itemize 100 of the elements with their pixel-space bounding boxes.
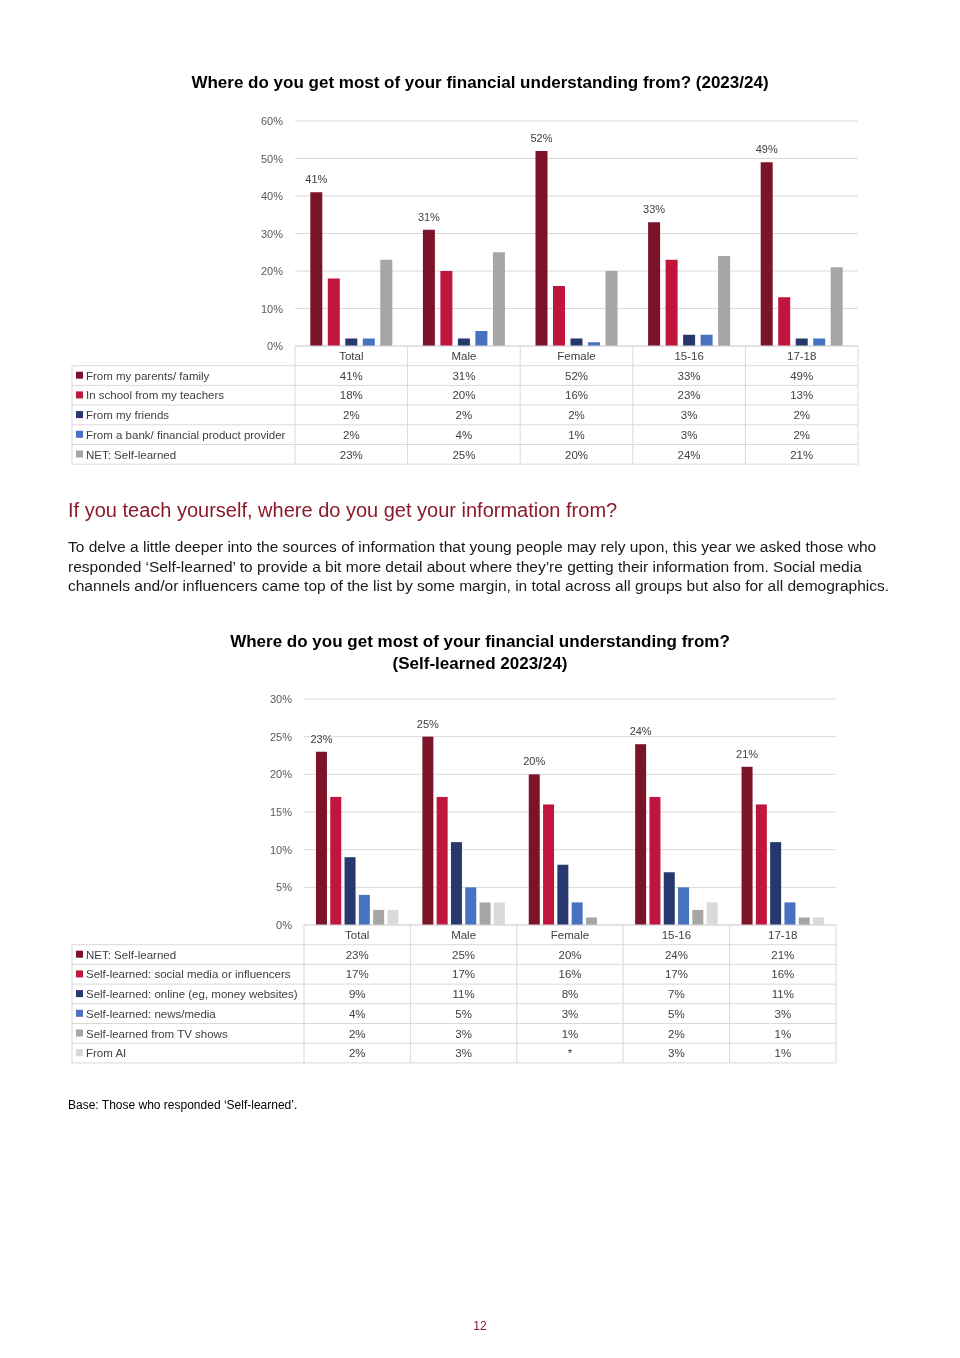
x-tick-label: Total	[345, 929, 370, 941]
data-label: 52%	[564, 369, 589, 382]
data-label: 1%	[561, 1027, 579, 1040]
legend-label: Self-learned: online (eg, money websites)	[86, 988, 298, 1001]
bar	[678, 887, 690, 925]
data-label: 16%	[564, 389, 589, 402]
text: *	[567, 1047, 573, 1060]
data-label: 5%	[668, 1007, 685, 1020]
y-tick-label: 20%	[260, 265, 284, 277]
chart-title: Where do you get most of your financial understanding from? (Self-learned 2023/24)	[230, 632, 730, 673]
bar	[649, 796, 661, 925]
data-label: 23%	[677, 389, 701, 402]
text: 25%	[416, 717, 439, 730]
bar	[310, 192, 323, 346]
bar	[492, 252, 505, 346]
bar	[450, 842, 462, 925]
text: Base: Those who responded ‘Self-learned’.	[68, 1098, 298, 1112]
bar	[755, 804, 767, 925]
data-label: 7%	[668, 988, 685, 1001]
y-tick-label: 40%	[260, 190, 284, 202]
data-label: 2%	[342, 409, 360, 422]
x-tick-label: 15-16	[661, 929, 692, 941]
data-label: 1%	[568, 428, 585, 441]
data-label: 2%	[348, 1047, 366, 1060]
data-label: 4%	[455, 428, 473, 441]
x-tick-label: 17-18	[768, 929, 798, 941]
data-label: 17%	[664, 968, 688, 981]
bar	[571, 902, 583, 925]
data-label: 17%	[345, 968, 369, 981]
data-label: 13%	[790, 389, 814, 402]
data-label: 41%	[339, 369, 363, 382]
data-label: 3%	[774, 1007, 792, 1020]
data-label: 5%	[455, 1007, 472, 1020]
data-label: 24%	[664, 948, 688, 961]
x-tick-label: Female	[557, 350, 596, 362]
data-label: 8%	[561, 988, 579, 1001]
data-label: 11%	[452, 988, 475, 1001]
bar	[315, 751, 327, 925]
bar	[436, 796, 448, 925]
bar	[663, 872, 675, 925]
data-label: 2%	[455, 409, 473, 422]
data-label: 2%	[342, 428, 360, 441]
y-tick-label: 20%	[269, 768, 293, 781]
data-label: 1%	[774, 1027, 792, 1040]
bar	[553, 286, 565, 346]
data-label: 2%	[793, 409, 811, 422]
data-label: 25%	[452, 948, 476, 961]
data-label: 3%	[680, 409, 698, 422]
data-label: 21%	[771, 948, 795, 961]
data-label: 31%	[452, 369, 476, 382]
text: If you teach yourself, where do you get your information from?	[68, 499, 618, 521]
y-tick-label: 5%	[276, 881, 293, 894]
bar	[465, 887, 477, 925]
bar	[770, 842, 782, 925]
data-label: 2%	[348, 1027, 366, 1040]
bar	[358, 894, 370, 925]
data-label: 20%	[558, 948, 582, 961]
data-label: 2%	[793, 428, 811, 441]
data-label: 3%	[455, 1047, 472, 1060]
text: 33%	[643, 203, 666, 216]
bar	[535, 151, 548, 346]
data-label: 3%	[680, 428, 698, 441]
bar	[778, 297, 791, 346]
text: 12	[473, 1319, 487, 1333]
x-tick-label: Total	[339, 350, 364, 362]
y-tick-label: 15%	[269, 806, 293, 818]
y-tick-label: 60%	[260, 115, 284, 127]
legend-label: NET: Self-learned	[86, 948, 177, 961]
legend-label: Self-learned from TV shows	[86, 1027, 228, 1040]
text: 23%	[310, 732, 333, 745]
data-label: 18%	[339, 389, 363, 402]
legend-label: From my parents/ family	[86, 369, 210, 382]
bar	[344, 857, 356, 925]
data-label: 20%	[452, 389, 476, 402]
data-label: 16%	[771, 968, 795, 981]
legend-label: From a bank/ financial product provider	[86, 428, 286, 441]
y-tick-label: 10%	[260, 302, 284, 315]
bar	[784, 902, 796, 925]
bar	[692, 909, 704, 925]
bar	[830, 267, 843, 346]
data-label: 4%	[348, 1007, 366, 1020]
x-tick-label: Female	[550, 929, 590, 941]
data-label: 3%	[668, 1047, 685, 1060]
y-tick-label: 50%	[260, 152, 284, 165]
bar	[605, 271, 618, 346]
y-tick-label: 0%	[276, 919, 293, 931]
legend-label: From AI	[86, 1047, 127, 1060]
data-label: 33%	[677, 369, 701, 382]
chart-title: Where do you get most of your financial understanding from? (2023/24)	[191, 73, 769, 92]
data-label: 20%	[564, 448, 589, 461]
bar	[440, 271, 453, 346]
bar	[635, 744, 647, 925]
data-label: 17%	[452, 968, 476, 981]
data-label: 23%	[345, 948, 369, 961]
bar	[528, 774, 540, 925]
legend-label: Self-learned: news/media	[86, 1007, 217, 1020]
text: 20%	[523, 755, 546, 768]
bar	[475, 331, 488, 346]
data-label: 11%	[771, 988, 794, 1001]
y-tick-label: 10%	[269, 843, 293, 856]
